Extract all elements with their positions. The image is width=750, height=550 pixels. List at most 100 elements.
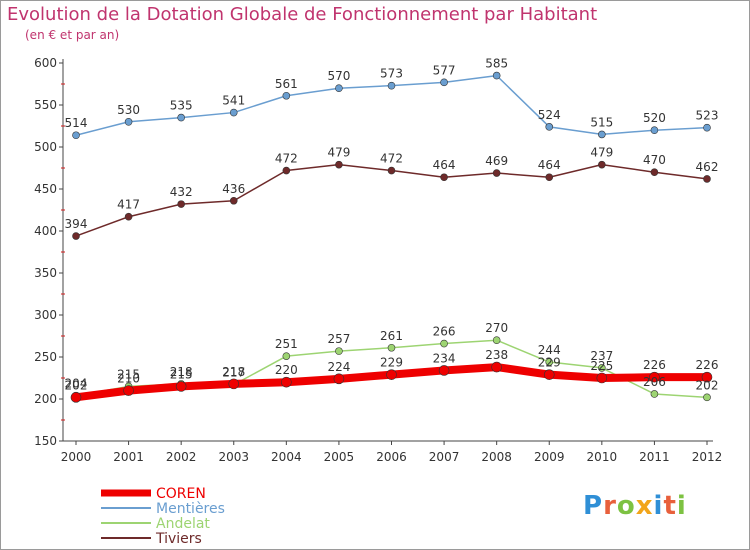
x-tick-label: 2011 xyxy=(639,450,670,464)
y-tick-label: 400 xyxy=(34,224,57,238)
data-point-mentieres xyxy=(703,123,711,132)
axes: 150 200 250 300 350 400 450 500 550 600 2000 2001 20… xyxy=(34,56,722,464)
data-point-coren xyxy=(333,373,345,385)
data-point-tiviers xyxy=(545,173,554,182)
data-point-coren xyxy=(175,381,187,392)
data-label-coren: 225 xyxy=(590,359,613,373)
series-layer xyxy=(70,71,713,403)
data-point-andelat xyxy=(492,336,501,345)
legend-label-mentieres: Mentières xyxy=(156,501,225,517)
logo-letter: i xyxy=(653,491,664,521)
logo-letter: o xyxy=(616,491,636,521)
data-label-coren: 224 xyxy=(327,360,350,374)
data-point-andelat xyxy=(545,358,554,366)
x-tick-label: 2012 xyxy=(692,450,723,464)
data-label-andelat: 215 xyxy=(117,367,140,381)
data-point-mentieres xyxy=(387,81,396,90)
data-label-tiviers: 472 xyxy=(380,152,403,166)
data-label-mentieres: 577 xyxy=(433,63,456,77)
data-label-coren: 226 xyxy=(643,358,666,372)
data-point-tiviers xyxy=(72,232,80,240)
data-label-mentieres: 573 xyxy=(380,67,403,81)
data-label-andelat: 257 xyxy=(327,332,350,346)
data-point-andelat xyxy=(440,339,448,348)
data-label-tiviers: 470 xyxy=(643,153,666,167)
logo-letter: x xyxy=(635,491,654,521)
y-tick-label: 500 xyxy=(34,140,57,154)
logo-letter: r xyxy=(603,491,617,521)
data-point-mentieres xyxy=(492,71,501,80)
x-tick-label: 2005 xyxy=(324,450,355,464)
data-point-mentieres xyxy=(440,78,448,87)
data-point-mentieres xyxy=(335,84,343,92)
logo-letter: i xyxy=(676,491,687,521)
data-point-andelat xyxy=(335,347,343,355)
data-point-coren xyxy=(123,385,134,396)
legend-label-andelat: Andelat xyxy=(156,516,210,532)
data-label-andelat: 266 xyxy=(433,325,456,339)
data-point-coren xyxy=(386,369,397,380)
data-point-tiviers xyxy=(598,160,606,169)
data-label-mentieres: 520 xyxy=(643,111,666,125)
data-label-andelat: 202 xyxy=(696,378,719,392)
data-label-tiviers: 472 xyxy=(275,152,298,166)
data-label-mentieres: 561 xyxy=(275,77,298,91)
data-label-andelat: 261 xyxy=(380,329,403,343)
x-tick-label: 2008 xyxy=(481,450,512,464)
data-point-andelat xyxy=(650,390,659,398)
data-label-andelat: 237 xyxy=(590,349,613,363)
proxiti-logo: Proxiti xyxy=(583,491,687,521)
data-point-coren xyxy=(491,361,502,373)
data-point-mentieres xyxy=(650,126,659,134)
data-label-andelat: 217 xyxy=(222,366,245,380)
data-label-tiviers: 469 xyxy=(485,154,508,168)
data-point-coren xyxy=(543,369,555,380)
y-tick-label: 250 xyxy=(34,350,57,364)
data-label-tiviers: 462 xyxy=(696,160,719,174)
data-label-andelat: 204 xyxy=(65,377,88,391)
y-tick-label: 350 xyxy=(34,266,57,280)
data-label-coren: 229 xyxy=(380,356,403,370)
data-label-mentieres: 535 xyxy=(170,99,193,113)
data-label-tiviers: 464 xyxy=(433,158,456,172)
data-label-coren: 215 xyxy=(170,367,193,381)
data-point-mentieres xyxy=(124,118,133,126)
data-label-tiviers: 417 xyxy=(117,198,140,212)
data-label-andelat: 251 xyxy=(275,337,298,351)
x-tick-label: 2001 xyxy=(113,450,144,464)
logo-letter: P xyxy=(583,491,604,521)
data-point-tiviers xyxy=(177,200,185,208)
data-label-coren: 226 xyxy=(696,358,719,372)
data-point-mentieres xyxy=(229,108,238,117)
data-label-andelat: 270 xyxy=(485,321,508,335)
data-point-andelat xyxy=(598,364,606,372)
y-tick-label: 550 xyxy=(34,98,57,112)
data-label-mentieres: 523 xyxy=(696,109,719,123)
y-tick-label: 200 xyxy=(34,392,57,406)
data-point-coren xyxy=(281,376,292,388)
x-tick-label: 2006 xyxy=(376,450,407,464)
data-point-andelat xyxy=(387,343,396,352)
data-point-coren xyxy=(649,371,660,383)
data-label-mentieres: 585 xyxy=(485,57,508,71)
data-point-coren xyxy=(438,365,450,376)
x-tick-label: 2004 xyxy=(271,450,302,464)
data-label-tiviers: 436 xyxy=(222,182,245,196)
data-label-tiviers: 394 xyxy=(65,217,88,231)
data-point-andelat xyxy=(703,393,711,402)
data-point-tiviers xyxy=(650,168,659,176)
data-label-tiviers: 432 xyxy=(170,185,193,199)
data-point-mentieres xyxy=(72,131,80,140)
data-point-tiviers xyxy=(387,166,396,175)
data-label-andelat: 206 xyxy=(643,375,666,389)
data-label-coren: 202 xyxy=(65,378,88,392)
data-label-coren: 218 xyxy=(222,365,245,379)
data-point-tiviers xyxy=(229,196,238,205)
x-tick-label: 2007 xyxy=(429,450,460,464)
y-tick-label: 450 xyxy=(34,182,57,196)
data-label-tiviers: 479 xyxy=(590,146,613,160)
x-tick-label: 2003 xyxy=(218,450,249,464)
